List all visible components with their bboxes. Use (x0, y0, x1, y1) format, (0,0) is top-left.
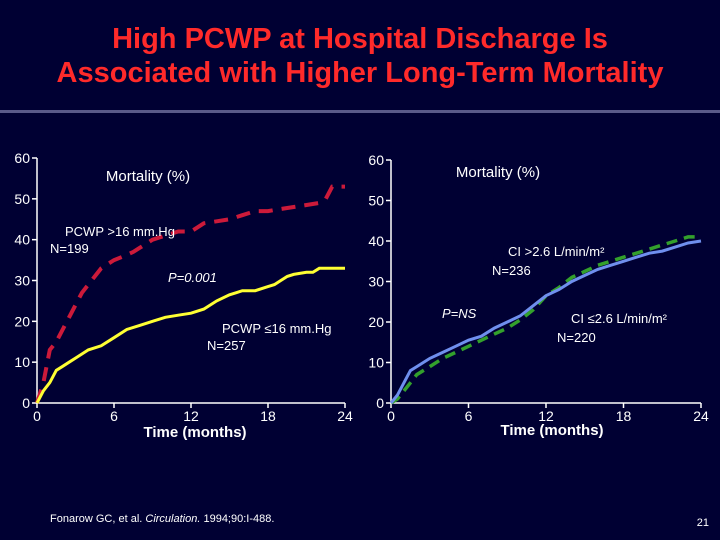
right-y-tick-label: 10 (368, 355, 384, 371)
left-x-tick-label: 12 (183, 408, 199, 424)
right-p-value: P=NS (442, 306, 477, 321)
left-y-tick-label: 0 (22, 395, 30, 411)
pcwp-low-label-line1: PCWP ≤16 mm.Hg (222, 321, 331, 336)
series-line-pcwp-high (35, 184, 345, 404)
right-x-axis-label: Time (months) (500, 422, 603, 439)
right-x-tick-label: 0 (387, 408, 395, 424)
right-y-tick-label: 30 (368, 274, 384, 290)
right-chart: 0 10 20 30 40 50 60 0 6 12 18 24 Mortality (%) Tim… (368, 152, 709, 439)
citation-journal: Circulation. (145, 513, 201, 525)
citation: Fonarow GC, et al. Circulation. 1994;90:… (50, 513, 274, 525)
right-y-tick-label: 60 (368, 152, 384, 168)
series-line-pcwp-low (35, 266, 345, 404)
slide-title: High PCWP at Hospital Discharge Is Assoc… (0, 22, 720, 90)
title-line-2: Associated with Higher Long-Term Mortali… (56, 57, 664, 89)
right-x-tick-label: 18 (616, 408, 632, 424)
right-y-axis-label: Mortality (%) (456, 164, 540, 181)
citation-authors: Fonarow GC, et al. (50, 513, 146, 525)
left-x-tick-label: 18 (260, 408, 276, 424)
page-number: 21 (696, 517, 709, 529)
right-y-tick-label: 50 (368, 193, 384, 209)
citation-details: 1994;90:I-488. (200, 513, 275, 525)
right-x-tick-label: 6 (465, 408, 473, 424)
ci-high-label-line1: CI >2.6 L/min/m² (508, 244, 605, 259)
ci-high-label-line2: N=236 (492, 263, 531, 278)
left-x-tick-label: 6 (110, 408, 118, 424)
left-y-tick-label: 40 (14, 232, 30, 248)
left-y-tick-label: 20 (14, 313, 30, 329)
right-x-tick-label: 12 (538, 408, 554, 424)
right-y-tick-label: 0 (376, 395, 384, 411)
right-y-tick-label: 40 (368, 233, 384, 249)
left-x-tick-label: 0 (33, 408, 41, 424)
pcwp-low-label-line2: N=257 (207, 338, 246, 353)
title-line-1: High PCWP at Hospital Discharge Is (112, 23, 608, 55)
title-divider (0, 110, 720, 113)
right-y-tick-label: 20 (368, 314, 384, 330)
left-chart: 0 10 20 30 40 50 60 0 6 12 18 24 Mortality (%) Tim… (14, 150, 353, 441)
pcwp-high-label-line2: N=199 (50, 241, 89, 256)
left-p-value: P=0.001 (168, 270, 217, 285)
left-x-axis-label: Time (months) (143, 424, 246, 441)
pcwp-high-label-line1: PCWP >16 mm.Hg (65, 224, 175, 239)
left-y-tick-label: 30 (14, 273, 30, 289)
series-line-ci-low (389, 239, 702, 404)
left-x-tick-label: 24 (337, 408, 353, 424)
ci-low-label-line2: N=220 (557, 330, 596, 345)
ci-low-label-line1: CI ≤2.6 L/min/m² (571, 311, 668, 326)
left-y-axis-label: Mortality (%) (106, 168, 190, 185)
left-y-tick-label: 10 (14, 354, 30, 370)
left-y-tick-label: 60 (14, 150, 30, 166)
left-y-tick-label: 50 (14, 191, 30, 207)
right-x-tick-label: 24 (693, 408, 709, 424)
series-line-ci-high (390, 235, 701, 405)
